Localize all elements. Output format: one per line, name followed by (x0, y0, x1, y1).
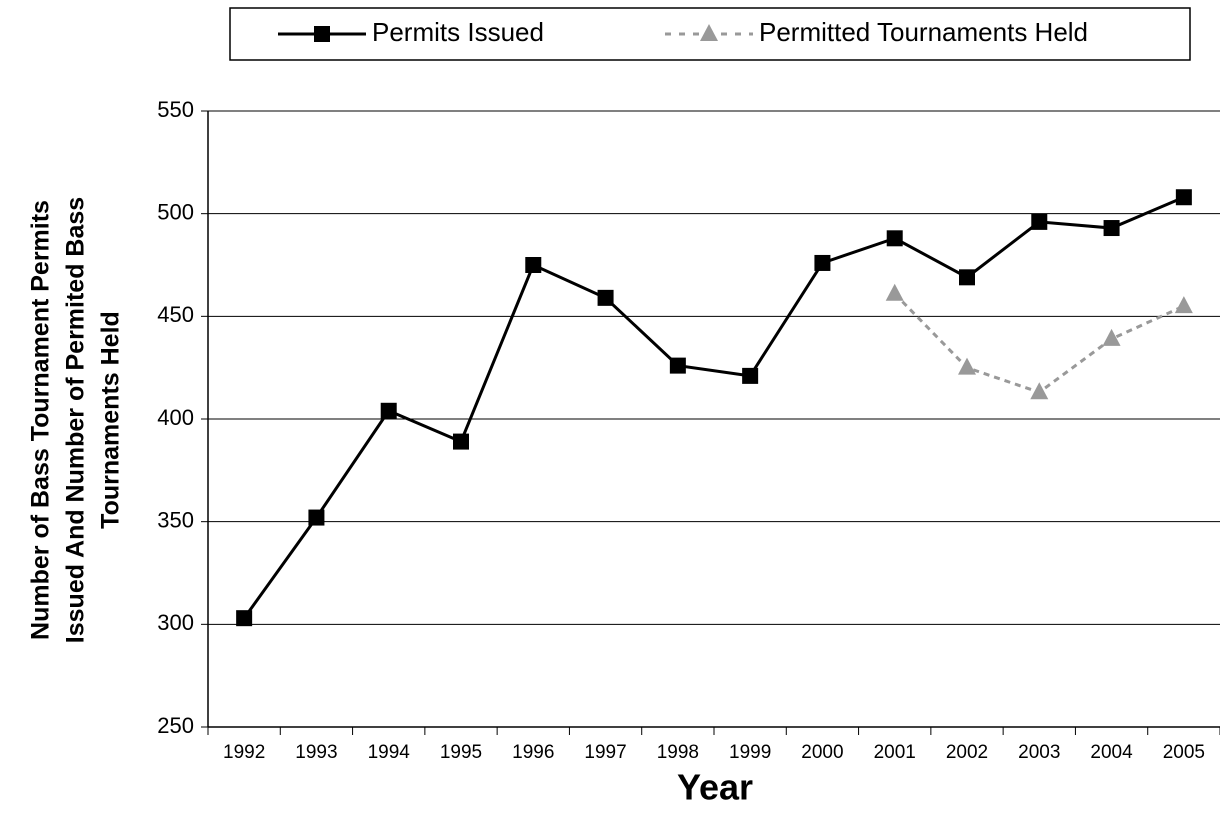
x-tick-label: 1993 (295, 742, 337, 763)
data-point (453, 433, 469, 450)
x-tick-label: 1999 (729, 742, 771, 763)
y-axis-title-line: Number of Bass Tournament Permits (27, 200, 55, 640)
y-tick-label: 450 (157, 302, 194, 327)
legend-marker (314, 26, 330, 42)
x-tick-label: 1992 (223, 742, 265, 763)
data-point (669, 357, 686, 374)
data-point (236, 610, 253, 627)
series-line (242, 195, 1185, 620)
x-tick-label: 1997 (584, 742, 626, 763)
data-point (1103, 220, 1120, 237)
y-tick-label: 300 (157, 610, 194, 635)
legend-label: Permitted Tournaments Held (759, 17, 1088, 47)
x-tick-label: 2001 (874, 742, 916, 763)
data-point (958, 357, 976, 375)
data-point (885, 283, 904, 301)
legend-marker (700, 24, 718, 41)
x-tick-label: 2000 (801, 742, 843, 763)
x-tick-label: 2003 (1018, 742, 1060, 763)
data-point (886, 230, 903, 247)
x-tick-label: 1998 (657, 742, 699, 763)
y-tick-label: 350 (157, 507, 194, 532)
legend-label: Permits Issued (372, 17, 544, 47)
x-axis-title: Year (677, 767, 753, 808)
y-tick-label: 400 (157, 405, 194, 430)
y-axis-title-line: Tournaments Held (97, 311, 125, 529)
x-tick-label: 2004 (1090, 742, 1133, 763)
x-tick-label: 1996 (512, 742, 554, 763)
x-tick-label: 1994 (368, 742, 411, 763)
data-point (597, 289, 614, 306)
y-tick-label: 550 (157, 97, 194, 122)
x-tick-label: 1995 (440, 742, 482, 763)
y-tick-label: 250 (157, 713, 194, 738)
data-point (1175, 189, 1192, 206)
data-point (1102, 328, 1121, 346)
data-point (1174, 296, 1193, 314)
x-tick-label: 2002 (946, 742, 988, 763)
data-point (380, 402, 397, 419)
data-point (1030, 382, 1049, 400)
data-point (308, 509, 325, 526)
y-axis-title: Number of Bass Tournament Permits Issued… (27, 197, 125, 643)
series-line (893, 292, 1185, 394)
data-point (814, 254, 831, 271)
data-point (1031, 213, 1048, 230)
data-point (525, 257, 542, 273)
x-tick-label: 2005 (1163, 742, 1205, 763)
data-point (959, 269, 975, 286)
y-axis-title-line: Issued And Number of Permited Bass (62, 197, 90, 643)
y-tick-label: 500 (157, 199, 194, 224)
data-point (742, 367, 759, 384)
